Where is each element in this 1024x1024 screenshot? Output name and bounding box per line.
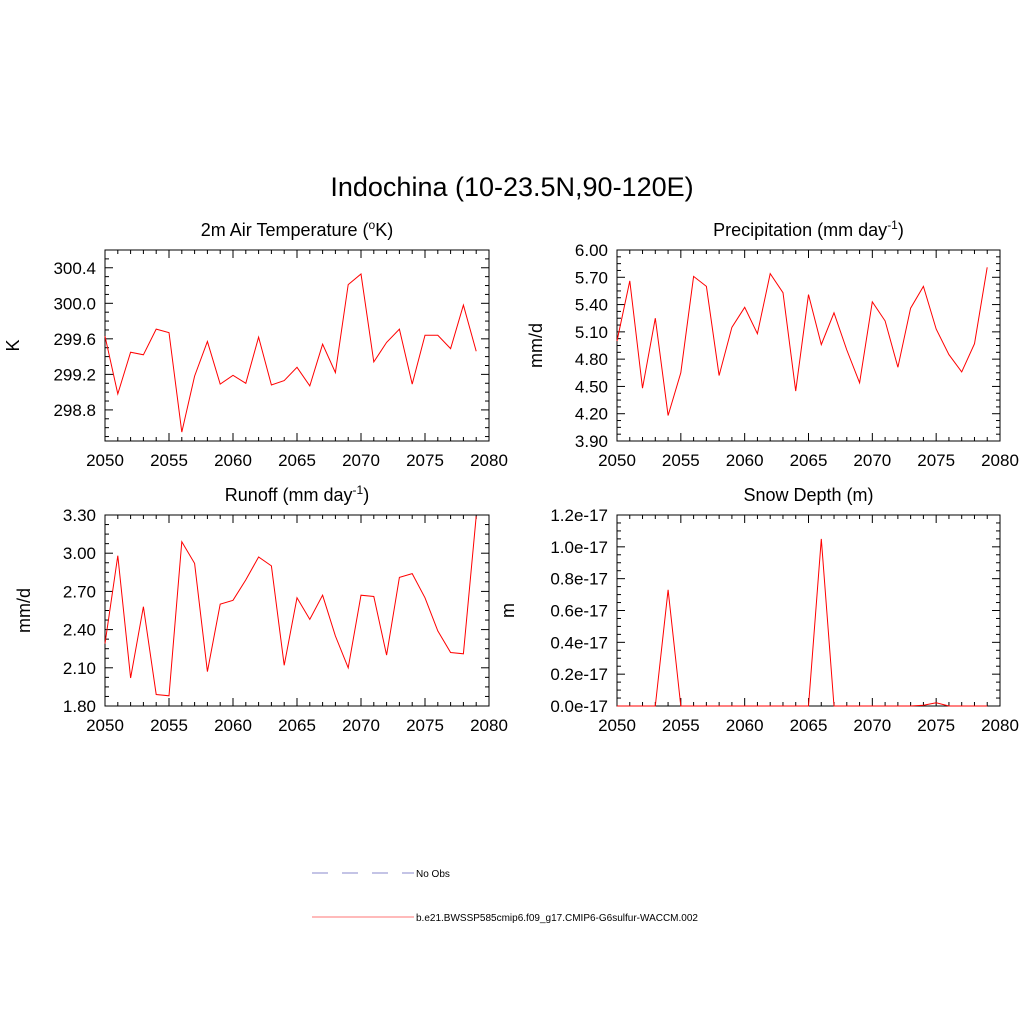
precip-series-line xyxy=(616,267,988,416)
temp-xtick-label: 2065 xyxy=(278,451,316,470)
runoff-xtick-label: 2065 xyxy=(278,716,316,735)
precip-xtick-label: 2050 xyxy=(598,451,636,470)
panel-snow-depth: Snow Depth (m) 2050 2055 2060 2065 2070 2075 20… xyxy=(498,485,1019,735)
snow-xtick-label: 2070 xyxy=(853,716,891,735)
precip-ytick-label: 4.80 xyxy=(575,350,608,369)
precip-ytick-label: 4.50 xyxy=(575,377,608,396)
temp-xtick-label: 2070 xyxy=(342,451,380,470)
runoff-title: Runoff (mm day-1) xyxy=(225,483,369,505)
precip-xtick-label: 2060 xyxy=(726,451,764,470)
temp-xtick-label: 2080 xyxy=(470,451,508,470)
precip-ytick-label: 5.10 xyxy=(575,323,608,342)
temp-plot-frame xyxy=(104,249,490,442)
temp-ytick-label: 299.6 xyxy=(53,330,96,349)
temp-title-sup: o xyxy=(369,218,376,232)
runoff-ytick-label: 3.00 xyxy=(63,544,96,563)
precip-xtick-label: 2070 xyxy=(853,451,891,470)
runoff-title-text: Runoff (mm day xyxy=(225,485,353,505)
snow-xtick-label: 2075 xyxy=(917,716,955,735)
snow-xtick-label: 2055 xyxy=(662,716,700,735)
runoff-plot-frame xyxy=(104,514,490,707)
panel-precipitation: Precipitation (mm day-1) 2050 2055 2060 2065… xyxy=(526,218,1019,470)
snow-ytick-label: 1.2e-17 xyxy=(550,506,608,525)
temp-ytick-label: 300.0 xyxy=(53,294,96,313)
snow-title: Snow Depth (m) xyxy=(743,485,873,505)
runoff-xtick-label: 2055 xyxy=(150,716,188,735)
precip-xtick-label: 2055 xyxy=(662,451,700,470)
precip-ytick-label: 5.70 xyxy=(575,268,608,287)
runoff-ylabel: mm/d xyxy=(14,588,34,633)
runoff-xtick-label: 2070 xyxy=(342,716,380,735)
snow-xtick-label: 2050 xyxy=(598,716,636,735)
runoff-title-after: ) xyxy=(363,485,369,505)
runoff-ytick-label: 2.40 xyxy=(63,621,96,640)
temp-title-after: K) xyxy=(375,220,393,240)
temp-series-line xyxy=(104,273,477,433)
snow-ytick-label: 1.0e-17 xyxy=(550,538,608,557)
panel-temperature: 2m Air Temperature (oK) 2050 2055 2060 2065 2… xyxy=(3,218,508,470)
precip-title: Precipitation (mm day-1) xyxy=(713,218,904,240)
precip-ytick-label: 6.00 xyxy=(575,241,608,260)
runoff-ytick-label: 2.70 xyxy=(63,582,96,601)
runoff-xtick-label: 2060 xyxy=(214,716,252,735)
runoff-ytick-label: 1.80 xyxy=(63,697,96,716)
temp-ytick-label: 299.2 xyxy=(53,365,96,384)
snow-ytick-label: 0.2e-17 xyxy=(550,665,608,684)
snow-ylabel: m xyxy=(498,603,518,618)
snow-ytick-label: 0.0e-17 xyxy=(550,697,608,716)
precip-xtick-label: 2075 xyxy=(917,451,955,470)
legend: No Obs b.e21.BWSSP585cmip6.f09_g17.CMIP6… xyxy=(312,869,698,924)
snow-xtick-label: 2060 xyxy=(726,716,764,735)
precip-ytick-label: 4.20 xyxy=(575,405,608,424)
precip-title-text: Precipitation (mm day xyxy=(713,220,887,240)
snow-plot-frame xyxy=(616,514,1001,707)
figure-title: Indochina (10-23.5N,90-120E) xyxy=(330,172,693,202)
panel-runoff: Runoff (mm day-1) 2050 2055 2060 2065 2070 207… xyxy=(14,483,508,735)
snow-series-line xyxy=(617,538,988,707)
runoff-series-line xyxy=(104,516,477,697)
snow-ytick-label: 0.8e-17 xyxy=(550,570,608,589)
runoff-xtick-label: 2080 xyxy=(470,716,508,735)
precip-title-sup: -1 xyxy=(887,218,898,232)
temp-xtick-label: 2055 xyxy=(150,451,188,470)
snow-title-text: Snow Depth (m) xyxy=(743,485,873,505)
runoff-ytick-label: 3.30 xyxy=(63,506,96,525)
precip-ylabel: mm/d xyxy=(526,323,546,368)
precip-title-after: ) xyxy=(898,220,904,240)
temp-title-text: 2m Air Temperature ( xyxy=(201,220,369,240)
temp-ytick-label: 300.4 xyxy=(53,259,96,278)
runoff-xtick-label: 2050 xyxy=(86,716,124,735)
snow-ytick-label: 0.6e-17 xyxy=(550,602,608,621)
temp-xtick-label: 2060 xyxy=(214,451,252,470)
runoff-ytick-label: 2.10 xyxy=(63,659,96,678)
temp-ylabel: K xyxy=(3,339,23,351)
precip-plot-frame xyxy=(616,249,1001,442)
temp-xtick-label: 2075 xyxy=(406,451,444,470)
temp-ytick-label: 298.8 xyxy=(53,401,96,420)
snow-ytick-label: 0.4e-17 xyxy=(550,633,608,652)
precip-ytick-label: 3.90 xyxy=(575,432,608,451)
legend-label-model: b.e21.BWSSP585cmip6.f09_g17.CMIP6-G6sulf… xyxy=(416,913,698,924)
runoff-title-sup: -1 xyxy=(353,483,364,497)
temp-title: 2m Air Temperature (oK) xyxy=(201,218,393,240)
snow-xtick-label: 2065 xyxy=(790,716,828,735)
precip-xtick-label: 2080 xyxy=(981,451,1019,470)
legend-label-no-obs: No Obs xyxy=(416,869,450,880)
precip-xtick-label: 2065 xyxy=(790,451,828,470)
temp-xtick-label: 2050 xyxy=(86,451,124,470)
precip-ytick-label: 5.40 xyxy=(575,296,608,315)
runoff-xtick-label: 2075 xyxy=(406,716,444,735)
snow-xtick-label: 2080 xyxy=(981,716,1019,735)
